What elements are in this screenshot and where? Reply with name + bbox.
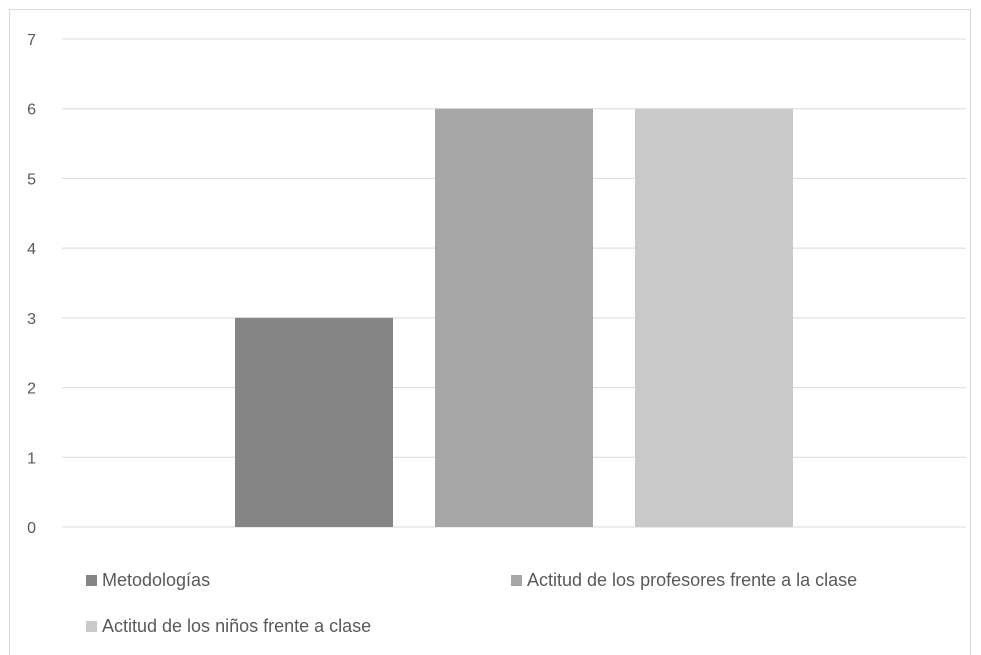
chart-frame bbox=[9, 9, 971, 655]
y-tick-label: 5 bbox=[27, 171, 36, 188]
legend-label: Metodologías bbox=[102, 570, 211, 590]
legend-item-actitud-ninos: Actitud de los niños frente a clase bbox=[86, 616, 371, 637]
legend-label: Actitud de los profesores frente a la cl… bbox=[527, 570, 858, 590]
legend-item-metodologias: Metodologías bbox=[86, 570, 210, 591]
bar bbox=[235, 317, 393, 527]
bar bbox=[635, 108, 793, 527]
y-tick-label: 4 bbox=[27, 241, 36, 258]
y-tick-label: 3 bbox=[27, 311, 36, 328]
legend-swatch bbox=[511, 575, 522, 586]
y-tick-label: 1 bbox=[27, 450, 36, 467]
y-tick-label: 0 bbox=[27, 520, 36, 537]
y-tick-label: 2 bbox=[27, 381, 36, 398]
y-tick-label: 6 bbox=[27, 102, 36, 119]
y-tick-label: 7 bbox=[27, 32, 36, 49]
legend-item-actitud-profesores: Actitud de los profesores frente a la cl… bbox=[511, 570, 857, 591]
legend-swatch bbox=[86, 575, 97, 586]
bar bbox=[435, 108, 593, 527]
bars bbox=[235, 108, 793, 527]
legend-label: Actitud de los niños frente a clase bbox=[102, 616, 372, 636]
y-axis-ticks: 0 1 2 3 4 5 6 7 bbox=[27, 32, 36, 537]
legend-swatch bbox=[86, 621, 97, 632]
